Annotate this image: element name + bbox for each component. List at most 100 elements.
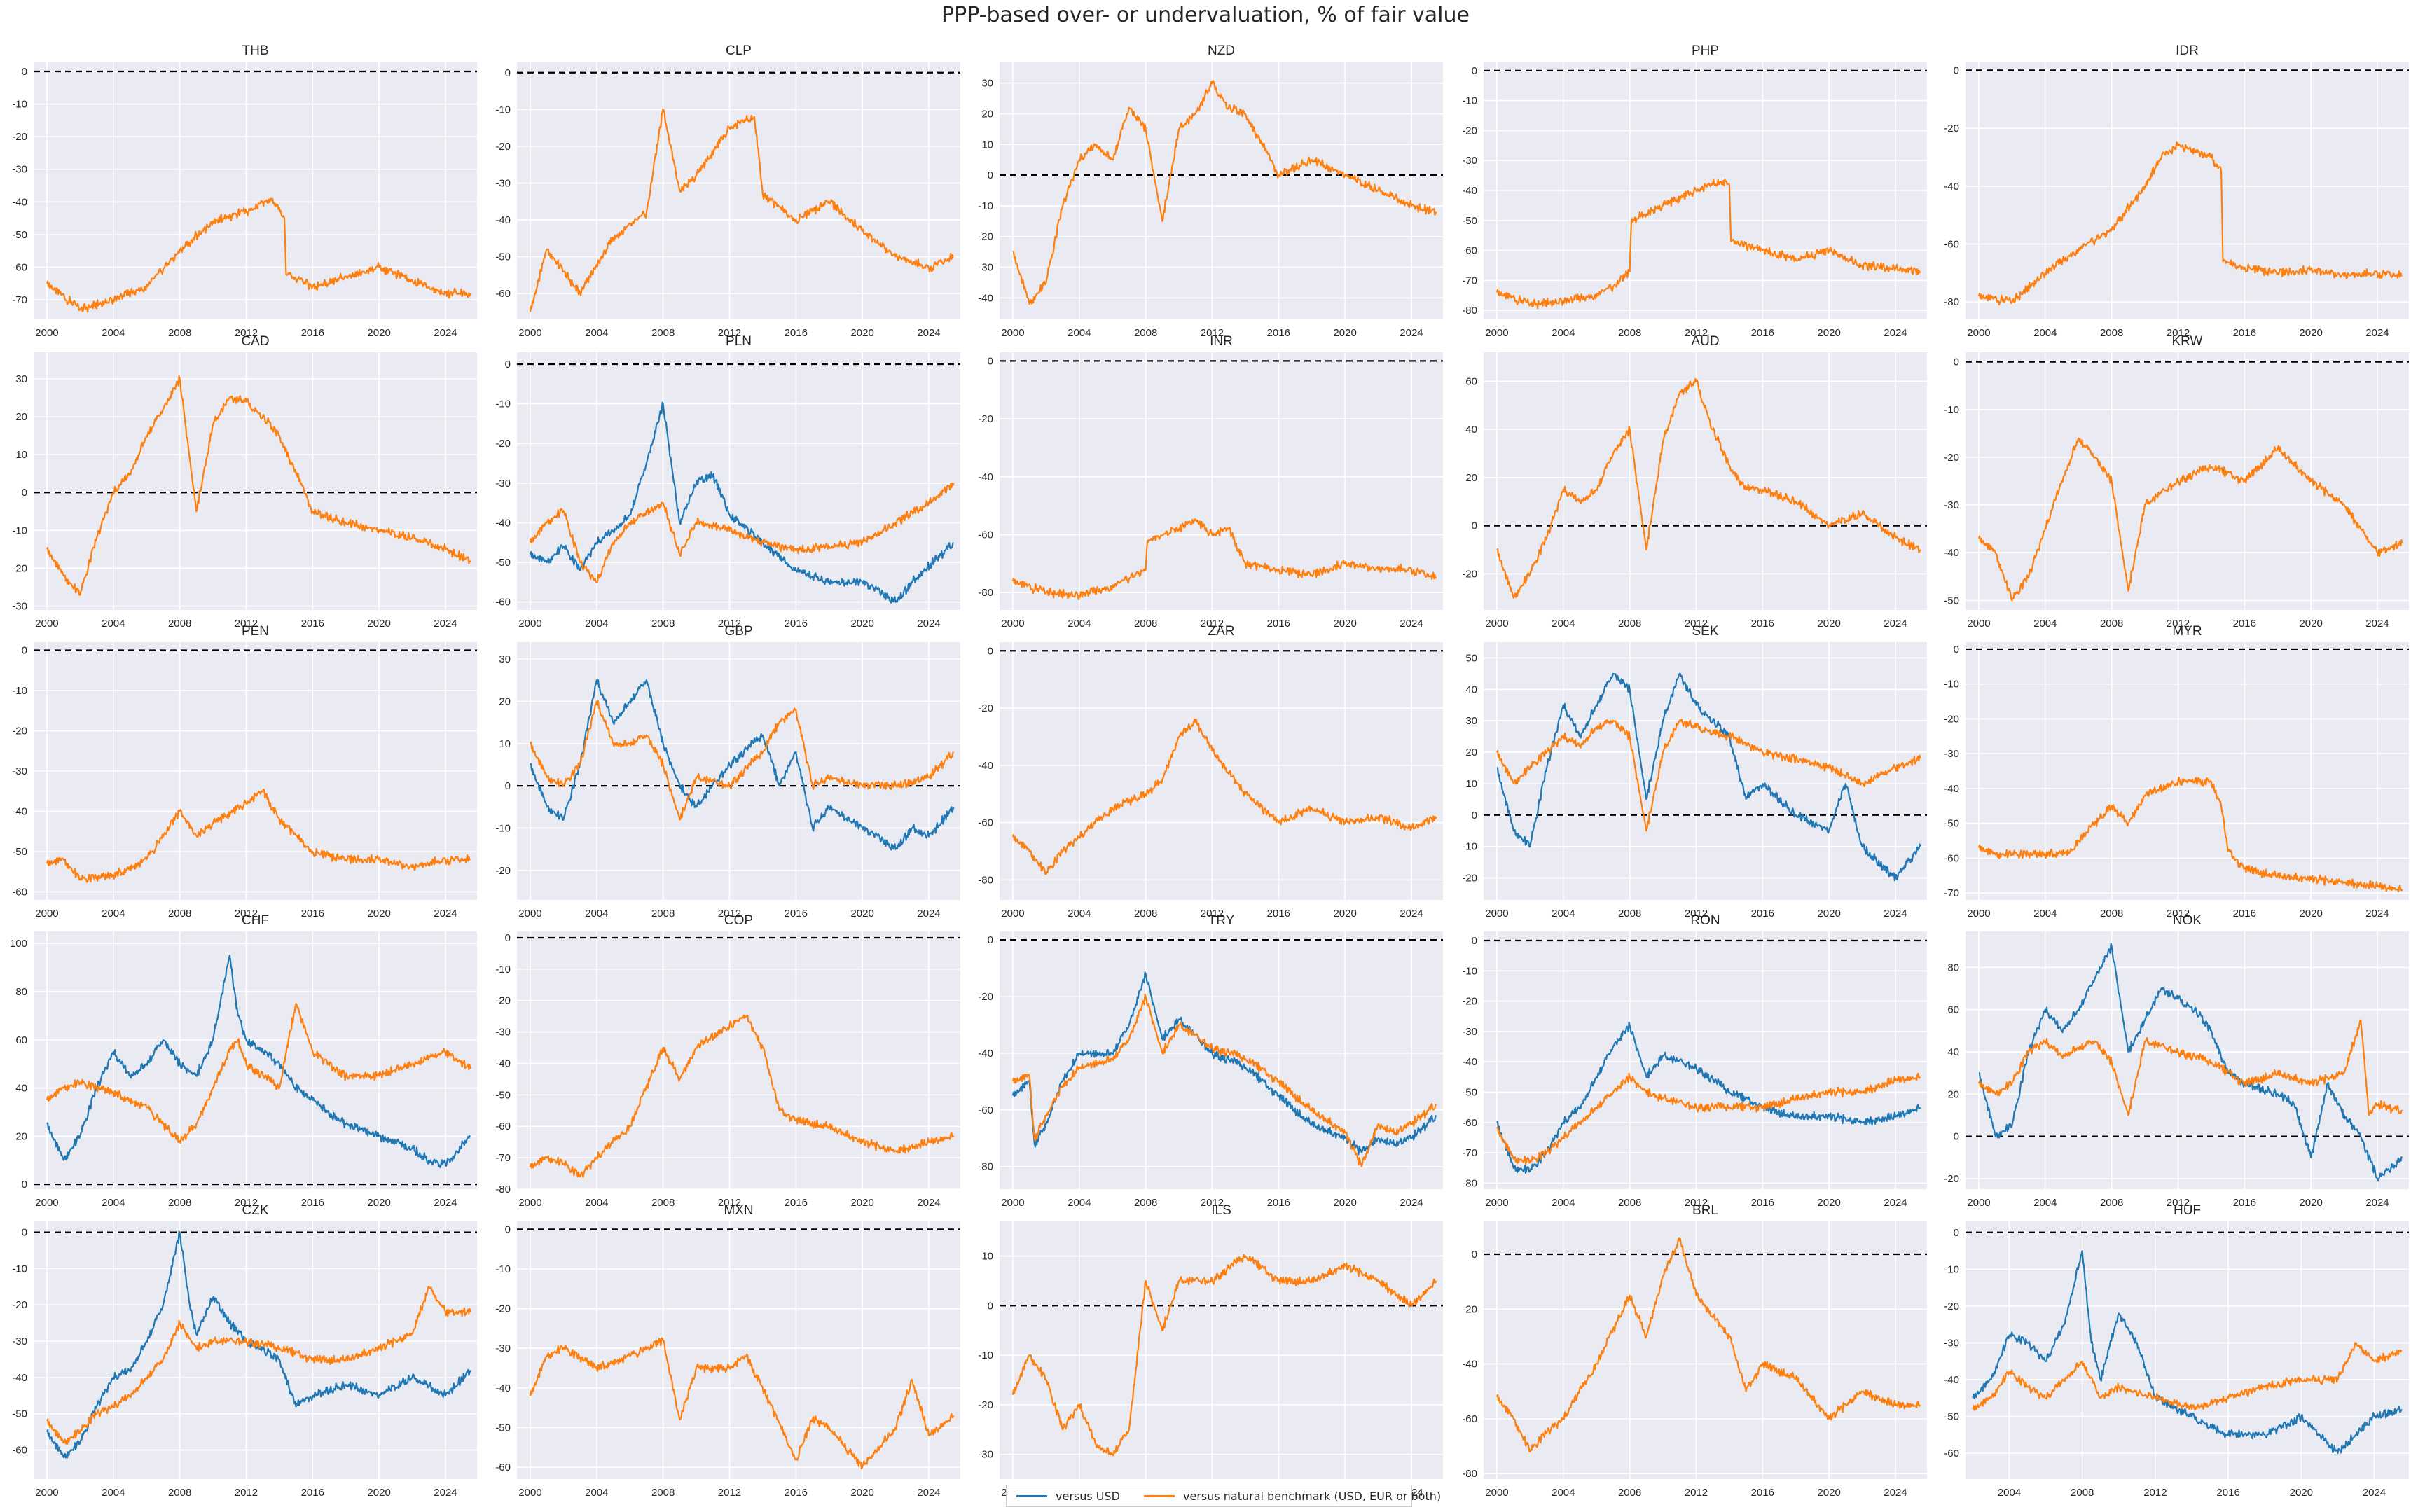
series-line-natural: [1011, 718, 1437, 875]
y-tick-label: -40: [1462, 1056, 1477, 1068]
x-tick-label: 2012: [2167, 1197, 2190, 1209]
x-tick-label: 2004: [585, 618, 608, 630]
x-tick-label: 2004: [102, 618, 125, 630]
y-tick-label: -80: [495, 1184, 511, 1195]
y-tick-label: -20: [1462, 125, 1477, 137]
y-tick-label: -40: [1462, 185, 1477, 197]
y-tick-label: -20: [495, 865, 511, 877]
y-tick-label: -60: [495, 288, 511, 300]
y-tick-label: -50: [12, 229, 27, 241]
x-tick-label: 2020: [1817, 1487, 1840, 1499]
x-tick-label: 2004: [585, 1197, 608, 1209]
x-tick-label: 2000: [1485, 908, 1508, 920]
y-tick-label: -20: [1944, 452, 1959, 464]
y-tick-label: 20: [981, 108, 993, 120]
y-tick-label: -10: [495, 964, 511, 976]
plot-area: [517, 931, 960, 1189]
y-tick-label: 0: [988, 934, 993, 946]
x-tick-label: 2008: [168, 1487, 191, 1499]
panel-title: SEK: [1692, 624, 1718, 639]
plot-area: [1000, 1221, 1443, 1479]
y-tick-label: -10: [12, 525, 27, 536]
legend: versus USD versus natural benchmark (USD…: [1006, 1485, 1441, 1507]
x-tick-label: 2024: [917, 618, 940, 630]
x-tick-label: 2020: [2299, 908, 2322, 920]
plot-area: [517, 642, 960, 900]
x-tick-label: 2024: [2365, 618, 2389, 630]
panel-title: HUF: [2174, 1203, 2201, 1218]
x-tick-label: 2004: [1552, 908, 1575, 920]
y-tick-label: -60: [1944, 238, 1959, 250]
y-tick-label: -80: [1462, 1177, 1477, 1189]
y-tick-label: -20: [495, 995, 511, 1007]
y-tick-label: 10: [981, 139, 993, 151]
y-tick-label: 100: [10, 938, 27, 950]
x-tick-label: 2012: [718, 618, 741, 630]
x-tick-label: 2016: [2233, 327, 2256, 339]
x-tick-label: 2024: [917, 327, 940, 339]
panel-title: AUD: [1691, 334, 1719, 349]
y-tick-label: -10: [1944, 1263, 1959, 1275]
y-tick-label: 40: [1465, 684, 1477, 695]
y-tick-label: -60: [1462, 1117, 1477, 1129]
x-tick-label: 2024: [434, 1487, 457, 1499]
x-tick-label: 2008: [168, 1197, 191, 1209]
x-tick-label: 2000: [1967, 327, 1990, 339]
y-tick-label: -60: [12, 1445, 27, 1457]
x-tick-label: 2016: [1267, 327, 1290, 339]
series-line-usd: [529, 401, 955, 604]
y-tick-label: -50: [495, 251, 511, 263]
x-tick-label: 2024: [1884, 908, 1907, 920]
x-tick-label: 2012: [718, 908, 741, 920]
y-tick-label: -10: [1944, 679, 1959, 691]
chart-panel-ron: 2000 2004 2008 2012 2016 2020 2024 0 -10 -20 -30 -4…: [1462, 913, 1927, 1209]
x-tick-label: 2012: [2167, 618, 2190, 630]
y-tick-label: 0: [1472, 520, 1477, 532]
x-tick-label: 2024: [917, 1487, 940, 1499]
x-tick-label: 2008: [651, 908, 675, 920]
x-tick-label: 2008: [1618, 327, 1641, 339]
x-tick-label: 2004: [2033, 908, 2057, 920]
x-tick-label: 2020: [367, 1487, 390, 1499]
y-tick-label: -40: [978, 1048, 993, 1060]
y-tick-label: -40: [1462, 1359, 1477, 1371]
x-tick-label: 2016: [301, 327, 324, 339]
x-tick-label: 2016: [2233, 1197, 2256, 1209]
y-tick-label: -20: [1462, 568, 1477, 580]
y-tick-label: -30: [12, 765, 27, 777]
series-line-natural: [1495, 178, 1921, 310]
y-tick-label: -60: [1944, 1448, 1959, 1459]
x-tick-label: 2020: [850, 327, 873, 339]
y-tick-label: -60: [1462, 1413, 1477, 1425]
y-tick-label: -50: [495, 1422, 511, 1434]
y-tick-label: -70: [1462, 275, 1477, 286]
y-tick-label: -60: [495, 1462, 511, 1473]
x-tick-label: 2012: [1201, 908, 1224, 920]
chart-panel-pen: 2000 2004 2008 2012 2016 2020 2024 0 -10 -20 -30 -4…: [12, 624, 477, 920]
x-tick-label: 2004: [585, 908, 608, 920]
x-tick-label: 2024: [2365, 908, 2389, 920]
y-tick-label: 30: [499, 653, 511, 665]
y-tick-label: -30: [12, 164, 27, 176]
chart-panel-mxn: 2000 2004 2008 2012 2016 2020 2024 0 -10 -20 -30 -4…: [495, 1203, 960, 1499]
chart-panel-brl: 2000 2004 2008 2012 2016 2020 2024 0 -20 -40 -60 -8…: [1462, 1203, 1927, 1499]
y-tick-label: 0: [1954, 644, 1959, 656]
series-line-usd: [1972, 1250, 2403, 1455]
x-tick-label: 2016: [785, 1197, 808, 1209]
chart-panel-idr: 2000 2004 2008 2012 2016 2020 2024 0 -20 -40 -60 -8…: [1944, 43, 2409, 339]
x-tick-label: 2024: [917, 908, 940, 920]
plot-area: [34, 352, 477, 610]
x-tick-label: 2020: [850, 618, 873, 630]
series-line-natural: [1011, 518, 1437, 600]
y-tick-label: -20: [12, 131, 27, 143]
chart-panel-cop: 2000 2004 2008 2012 2016 2020 2024 0 -10 -20 -30 -4…: [495, 913, 960, 1209]
y-tick-label: 30: [1465, 715, 1477, 727]
y-tick-label: -70: [495, 1152, 511, 1164]
y-tick-label: -40: [495, 1382, 511, 1394]
panel-title: THB: [242, 43, 269, 58]
y-tick-label: 20: [15, 1130, 27, 1142]
y-tick-label: -60: [978, 1104, 993, 1116]
x-tick-label: 2020: [2299, 1197, 2322, 1209]
x-tick-label: 2024: [1400, 327, 1423, 339]
y-tick-label: -10: [495, 1263, 511, 1275]
